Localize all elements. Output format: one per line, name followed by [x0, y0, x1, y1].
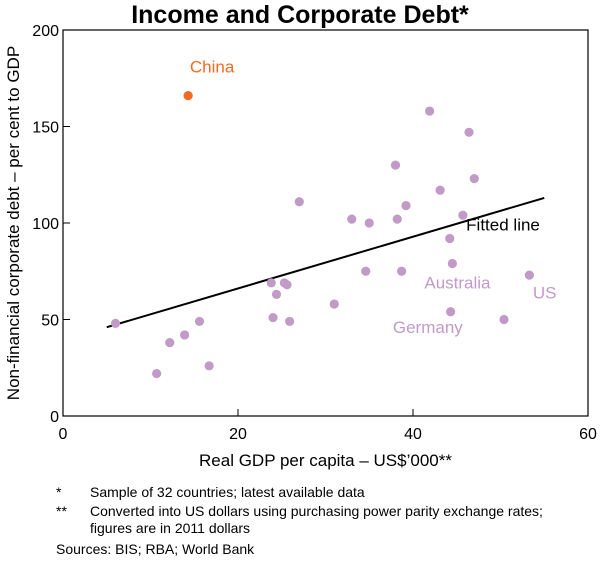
- data-point: [390, 160, 401, 170]
- data-point: [401, 201, 411, 211]
- sources-note: Sources: BIS; RBA; World Bank: [56, 541, 255, 557]
- x-tick-label: 40: [404, 426, 422, 443]
- data-point: [435, 185, 445, 195]
- data-point: [392, 214, 402, 224]
- data-point: [445, 233, 455, 244]
- data-point: [165, 338, 175, 348]
- y-tick-label: 50: [41, 313, 59, 330]
- footnote-row: * Sample of 32 countries; latest availab…: [56, 484, 586, 501]
- data-point: [152, 368, 162, 379]
- footnote-text: Converted into US dollars using purchasi…: [90, 503, 543, 536]
- data-point: [294, 197, 304, 207]
- footnote-text: Sample of 32 countries; latest available…: [90, 484, 365, 500]
- axis-ticks: 0 20 40 60 0 50 100 150 200: [32, 23, 597, 443]
- y-tick-label: 150: [32, 120, 59, 137]
- data-point: [183, 91, 193, 101]
- data-point: [397, 266, 407, 276]
- data-point: [268, 312, 278, 323]
- data-point: [458, 210, 468, 220]
- data-point: [446, 307, 456, 317]
- data-point: [271, 289, 282, 300]
- fitted-line: [106, 196, 545, 329]
- y-tick-label: 200: [32, 23, 59, 40]
- data-point: [469, 174, 479, 184]
- annotation-label: Germany: [393, 318, 463, 337]
- x-tick-label: 60: [579, 426, 597, 443]
- data-point: [282, 280, 292, 290]
- data-point: [361, 266, 371, 276]
- x-tick-label: 20: [229, 426, 247, 443]
- footnote-marker: *: [56, 484, 62, 500]
- chart-title: Income and Corporate Debt*: [131, 1, 469, 29]
- x-tick-label: 0: [59, 426, 68, 443]
- x-axis-title: Real GDP per capita – US$’000**: [199, 451, 452, 470]
- footnote-row: ** Converted into US dollars using purch…: [56, 503, 586, 537]
- footnote-marker: **: [56, 503, 67, 519]
- scatter-chart: 0 20 40 60 0 50 100 150 200 China Fitted line Aust…: [4, 23, 597, 470]
- data-point: [194, 316, 205, 327]
- data-point: [204, 361, 214, 371]
- data-point: [110, 318, 121, 328]
- annotation-label: China: [190, 57, 235, 76]
- data-point: [285, 316, 295, 327]
- y-axis-title: Non-financial corporate debt – per cent …: [4, 46, 23, 400]
- annotations: China Fitted line Australia US Germany: [190, 57, 557, 337]
- data-point: [524, 270, 534, 280]
- data-point: [329, 299, 339, 309]
- annotation-label: US: [533, 283, 557, 302]
- data-point: [499, 314, 509, 325]
- data-point: [266, 278, 276, 288]
- data-point: [364, 218, 374, 228]
- data-point: [180, 330, 190, 340]
- fitted-line-layer: [106, 196, 545, 329]
- footnotes: * Sample of 32 countries; latest availab…: [56, 484, 586, 558]
- data-point: [347, 214, 357, 224]
- y-tick-label: 100: [32, 216, 59, 233]
- annotation-label: Fitted line: [466, 216, 540, 235]
- data-point: [425, 106, 435, 116]
- data-point: [464, 127, 474, 137]
- data-point: [447, 258, 457, 269]
- y-tick-label: 0: [50, 409, 59, 426]
- annotation-label: Australia: [424, 274, 491, 293]
- data-points: [110, 91, 534, 379]
